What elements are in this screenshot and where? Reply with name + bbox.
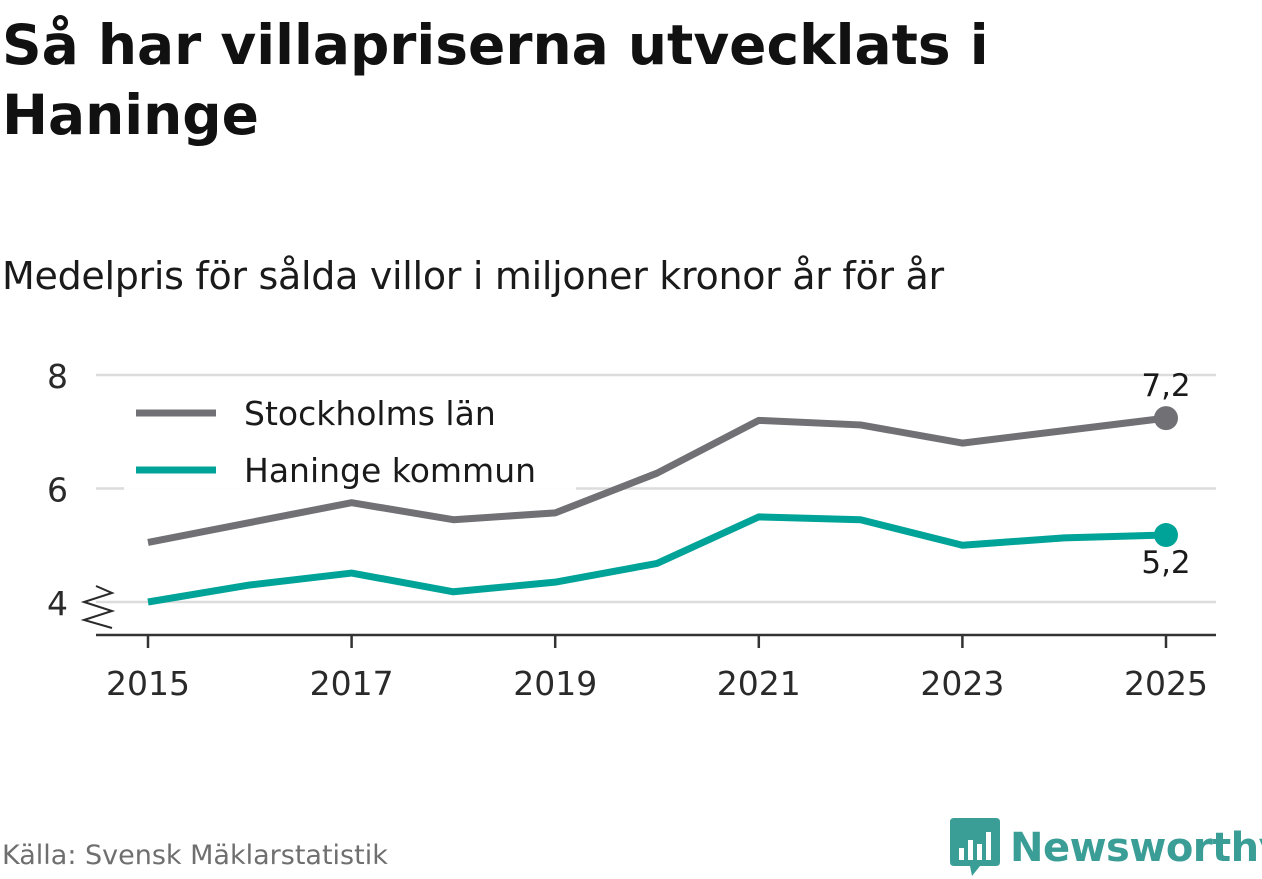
chart-subtitle: Medelpris för sålda villor i miljoner kr…: [2, 254, 944, 298]
series-lines: [147, 406, 1178, 606]
end-value-label: 5,2: [1141, 545, 1190, 581]
legend: Stockholms län Haninge kommun: [124, 385, 576, 493]
x-tick-label: 2025: [1124, 664, 1208, 703]
end-labels: 7,2 5,2: [1141, 368, 1190, 581]
legend-label: Haninge kommun: [244, 451, 536, 490]
newsworthy-logo: Newsworthy: [950, 818, 1262, 878]
chart-title: Så har villapriserna utvecklats i Haning…: [2, 13, 989, 147]
y-tick-label: 4: [47, 584, 68, 623]
x-tick-label: 2023: [920, 664, 1004, 703]
legend-label: Stockholms län: [244, 394, 496, 433]
end-point-marker: [1154, 523, 1178, 548]
x-axis: 2015 2017 2019 2021 2023 2025: [96, 633, 1216, 703]
axis-break-icon: [80, 585, 116, 629]
y-tick-label: 8: [47, 357, 68, 396]
x-tick-label: 2017: [310, 664, 394, 703]
source-note: Källa: Svensk Mäklarstatistik: [2, 840, 388, 871]
bar-chart-speech-bubble-icon: [950, 818, 1000, 876]
series-line-stockholms-lan: [147, 414, 1167, 546]
legend-background: [124, 385, 576, 493]
brand-name: Newsworthy: [1010, 825, 1262, 871]
line-chart: 4 6 8 2015 2017 2019 2021 2023 2025 Stockholms …: [47, 357, 1216, 703]
y-tick-label: 6: [47, 471, 68, 510]
series-line-haninge-kommun: [147, 513, 1167, 606]
y-axis-ticks: 4 6 8: [47, 357, 116, 629]
x-tick-label: 2021: [717, 664, 801, 703]
end-point-marker: [1154, 406, 1178, 431]
x-tick-label: 2019: [513, 664, 597, 703]
x-tick-label: 2015: [106, 664, 190, 703]
end-value-label: 7,2: [1141, 368, 1190, 404]
